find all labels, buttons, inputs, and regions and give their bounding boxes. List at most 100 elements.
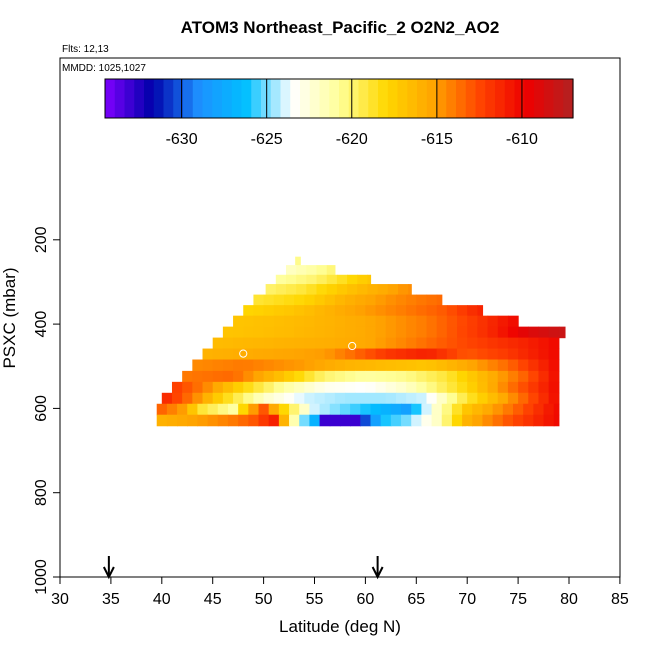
heatmap-cell <box>426 392 438 405</box>
heatmap-cell <box>365 337 377 350</box>
dates-label: MMDD: 1025,1027 <box>62 63 146 74</box>
colorbar-segment <box>105 79 116 118</box>
heatmap-cell <box>238 403 249 416</box>
heatmap-cell <box>367 284 379 296</box>
heatmap-cell <box>339 403 351 416</box>
heatmap-cell <box>426 370 438 383</box>
heatmap-cell <box>273 337 285 350</box>
observation-point <box>239 349 248 358</box>
heatmap-cell <box>467 337 478 350</box>
heatmap-cell <box>367 274 372 285</box>
heatmap-cell <box>472 403 484 416</box>
heatmap-cell <box>375 381 387 394</box>
heatmap-cell <box>523 414 534 427</box>
heatmap-cell <box>294 381 305 394</box>
heatmap-cell <box>395 381 407 394</box>
heatmap-cell <box>390 403 402 416</box>
heatmap-cell <box>355 305 366 317</box>
heatmap-cell <box>406 315 417 328</box>
heatmap-cell <box>233 370 244 383</box>
heatmap-cell <box>233 326 244 339</box>
heatmap-cell <box>243 348 255 361</box>
heatmap-cell <box>314 359 326 372</box>
heatmap-cell <box>233 348 244 361</box>
heatmap-cell <box>233 337 244 350</box>
heatmap-cell <box>538 359 550 372</box>
heatmap-cell <box>558 326 566 339</box>
heatmap-cell <box>265 284 277 296</box>
heatmap-cell <box>375 294 387 306</box>
heatmap-cell <box>345 315 356 328</box>
heatmap-cell <box>528 326 540 339</box>
heatmap-cell <box>294 392 305 405</box>
heatmap-cell <box>533 414 545 427</box>
heatmap-cell <box>334 370 346 383</box>
heatmap-cell <box>457 305 468 317</box>
heatmap-cell <box>451 414 463 427</box>
heatmap-cell <box>487 392 499 405</box>
heatmap-cell <box>355 392 366 405</box>
heatmap-cell <box>306 284 318 296</box>
heatmap-cell <box>375 305 387 317</box>
heatmap-cell <box>202 392 214 405</box>
heatmap-cell <box>553 403 560 416</box>
heatmap-cell <box>523 403 534 416</box>
heatmap-cell <box>365 326 377 339</box>
heatmap-cell <box>426 359 438 372</box>
heatmap-cell <box>497 315 509 328</box>
heatmap-cell <box>467 381 478 394</box>
heatmap-cell <box>243 381 255 394</box>
heatmap-cell <box>283 315 295 328</box>
heatmap-cell <box>513 414 524 427</box>
heatmap-cell <box>365 381 377 394</box>
chart-title: ATOM3 Northeast_Pacific_2 O2N2_AO2 <box>181 18 500 37</box>
heatmap-cell <box>365 392 377 405</box>
heatmap-cell <box>304 337 316 350</box>
colorbar-segment <box>144 79 155 118</box>
heatmap-cell <box>436 348 448 361</box>
heatmap-cell <box>507 337 519 350</box>
heatmap-cell <box>324 315 336 328</box>
heatmap-cell <box>502 414 514 427</box>
heatmap-cell <box>355 348 366 361</box>
heatmap-cell <box>278 403 290 416</box>
heatmap-cell <box>375 315 387 328</box>
heatmap-cell <box>436 359 448 372</box>
heatmap-cell <box>263 305 275 317</box>
heatmap-cell <box>467 326 478 339</box>
colorbar-segment <box>329 79 340 118</box>
heatmap-cell <box>543 403 555 416</box>
heatmap-cell <box>253 326 265 339</box>
heatmap-cell <box>306 265 318 276</box>
heatmap-cell <box>166 414 178 427</box>
heatmap-cell <box>345 359 356 372</box>
heatmap-cell <box>156 414 168 427</box>
colorbar: -630 -625 -620 -615 -610 <box>104 78 574 148</box>
heatmap-cell <box>273 381 285 394</box>
heatmap-cell <box>275 274 287 285</box>
heatmap-cell <box>222 326 234 339</box>
heatmap-cell <box>345 392 356 405</box>
heatmap-cell <box>548 359 560 372</box>
heatmap-cell <box>294 337 305 350</box>
heatmap-cell <box>253 392 265 405</box>
heatmap-cell <box>324 294 336 306</box>
colorbar-tick-label: -610 <box>506 131 538 148</box>
heatmap-cell <box>222 359 234 372</box>
heatmap-cell <box>365 348 377 361</box>
heatmap-cell <box>304 305 316 317</box>
heatmap-cell <box>528 392 540 405</box>
heatmap-cell <box>334 294 346 306</box>
heatmap-cell <box>375 326 387 339</box>
heatmap-cell <box>548 370 560 383</box>
heatmap-cell <box>487 337 499 350</box>
heatmap-cell <box>487 359 499 372</box>
heatmap-cell <box>336 284 348 296</box>
heatmap-cell <box>263 294 275 306</box>
heatmap-cell <box>314 315 326 328</box>
colorbar-segment <box>397 79 408 118</box>
heatmap-cell <box>416 305 428 317</box>
heatmap-cell <box>385 370 397 383</box>
heatmap-cell <box>304 392 316 405</box>
heatmap-cell <box>233 315 244 328</box>
